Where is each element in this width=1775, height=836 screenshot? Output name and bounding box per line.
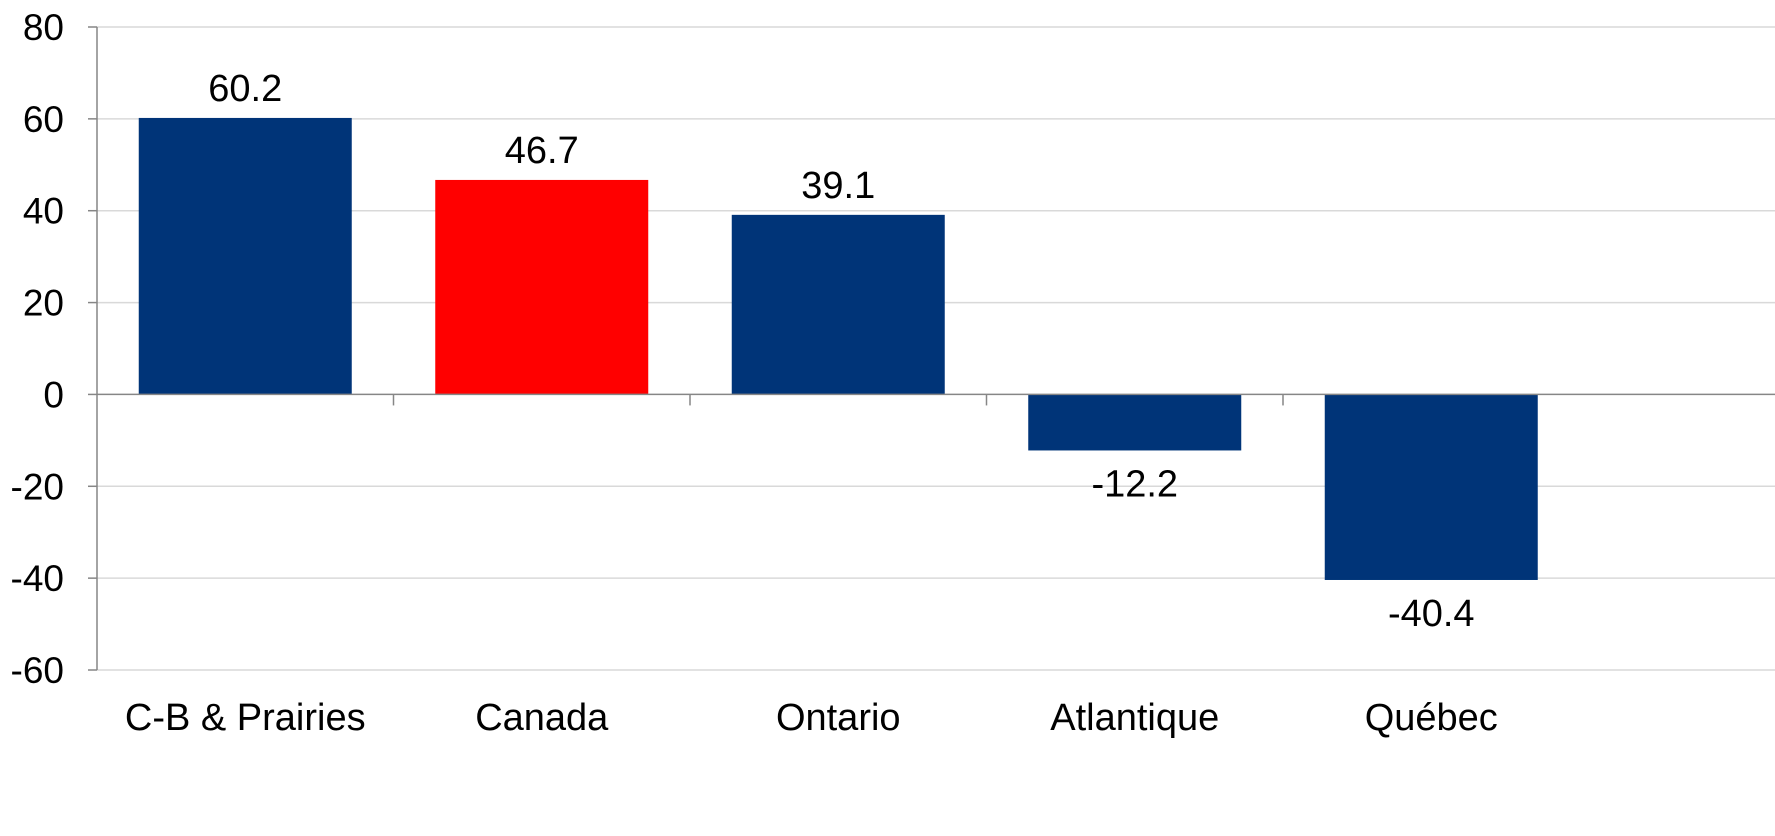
y-axis-tick-labels: 80 60 40 20 0 -20 -40 -60	[11, 7, 64, 691]
x-category-label: C-B & Prairies	[125, 697, 366, 739]
y-tick-label: -20	[11, 466, 64, 507]
bars	[138, 117, 1538, 580]
x-category-label: Canada	[475, 697, 609, 739]
x-axis-category-labels: C-B & Prairies Canada Ontario Atlantique Qué…	[125, 697, 1498, 739]
x-category-label: Atlantique	[1050, 697, 1219, 739]
gridlines	[97, 26, 1775, 671]
data-label: 60.2	[208, 68, 282, 110]
data-label: 39.1	[801, 165, 875, 207]
bar	[731, 214, 945, 395]
bar	[1028, 394, 1242, 451]
data-label: 46.7	[505, 130, 579, 172]
y-tick-label: -60	[11, 650, 64, 691]
data-labels: 60.2 46.7 39.1 -12.2 -40.4	[208, 68, 1474, 635]
bar	[138, 117, 352, 395]
bar	[1324, 394, 1538, 580]
y-tick-label: 0	[43, 374, 64, 415]
y-tick-label: 20	[23, 283, 64, 324]
data-label: -12.2	[1091, 463, 1178, 505]
y-tick-label: 80	[23, 7, 64, 48]
axes	[88, 26, 1775, 671]
y-tick-label: 60	[23, 99, 64, 140]
x-category-label: Québec	[1365, 697, 1498, 739]
data-label: -40.4	[1388, 593, 1475, 635]
x-category-label: Ontario	[776, 697, 901, 739]
bar	[435, 179, 649, 395]
y-tick-label: 40	[23, 191, 64, 232]
y-tick-label: -40	[11, 558, 64, 599]
